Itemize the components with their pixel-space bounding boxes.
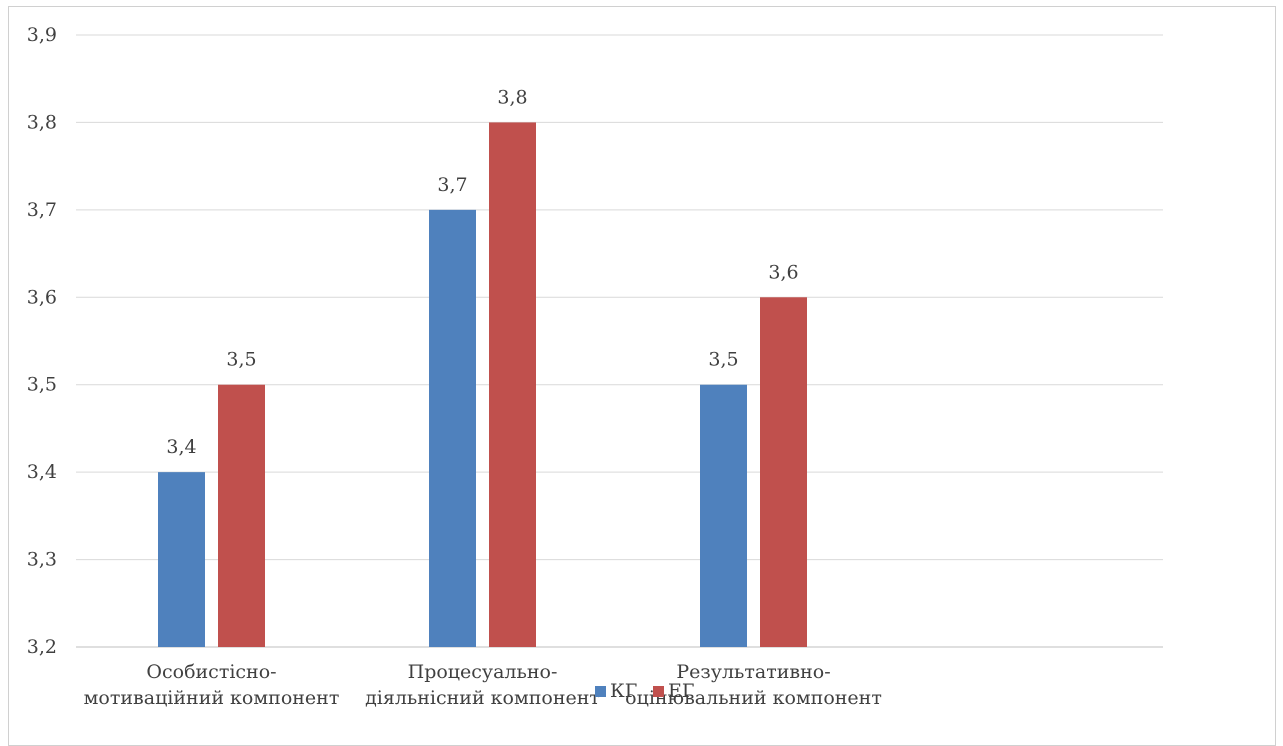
y-tick-label: 3,4 — [27, 461, 57, 483]
category-label: Результативно-оцінювальний компонент — [625, 661, 882, 709]
data-label: 3,4 — [166, 436, 196, 458]
y-tick-label: 3,7 — [27, 199, 57, 221]
y-tick-label: 3,3 — [27, 549, 57, 571]
bar-ЕГ-2 — [489, 122, 536, 647]
y-tick-label: 3,8 — [27, 111, 57, 133]
data-label: 3,5 — [226, 349, 256, 371]
data-label: 3,7 — [437, 174, 467, 196]
bar-КГ-3 — [700, 384, 747, 647]
legend-swatch-КГ — [595, 686, 606, 697]
bar-chart: 3,2 3,3 3,4 3,5 3,6 3,7 3,8 3,9 3,4 3,5 Особистісн… — [27, 24, 1163, 709]
y-tick-label: 3,6 — [27, 286, 57, 308]
legend-label: ЕГ — [668, 680, 694, 702]
data-label: 3,5 — [708, 349, 738, 371]
bar-ЕГ-1 — [218, 384, 265, 647]
y-tick-label: 3,2 — [27, 636, 57, 658]
y-tick-label: 3,9 — [27, 24, 57, 46]
y-tick-label: 3,5 — [27, 374, 57, 396]
bar-КГ-1 — [158, 472, 205, 647]
data-label: 3,8 — [497, 86, 527, 108]
legend-label: КГ — [610, 680, 637, 702]
legend-swatch-ЕГ — [653, 686, 664, 697]
bar-ЕГ-3 — [760, 297, 807, 647]
bar-КГ-2 — [429, 209, 476, 647]
category-label: Процесуально-діяльнісний компонент — [365, 661, 600, 709]
data-label: 3,6 — [768, 261, 798, 283]
category-label: Особистісно-мотиваційний компонент — [84, 661, 340, 709]
